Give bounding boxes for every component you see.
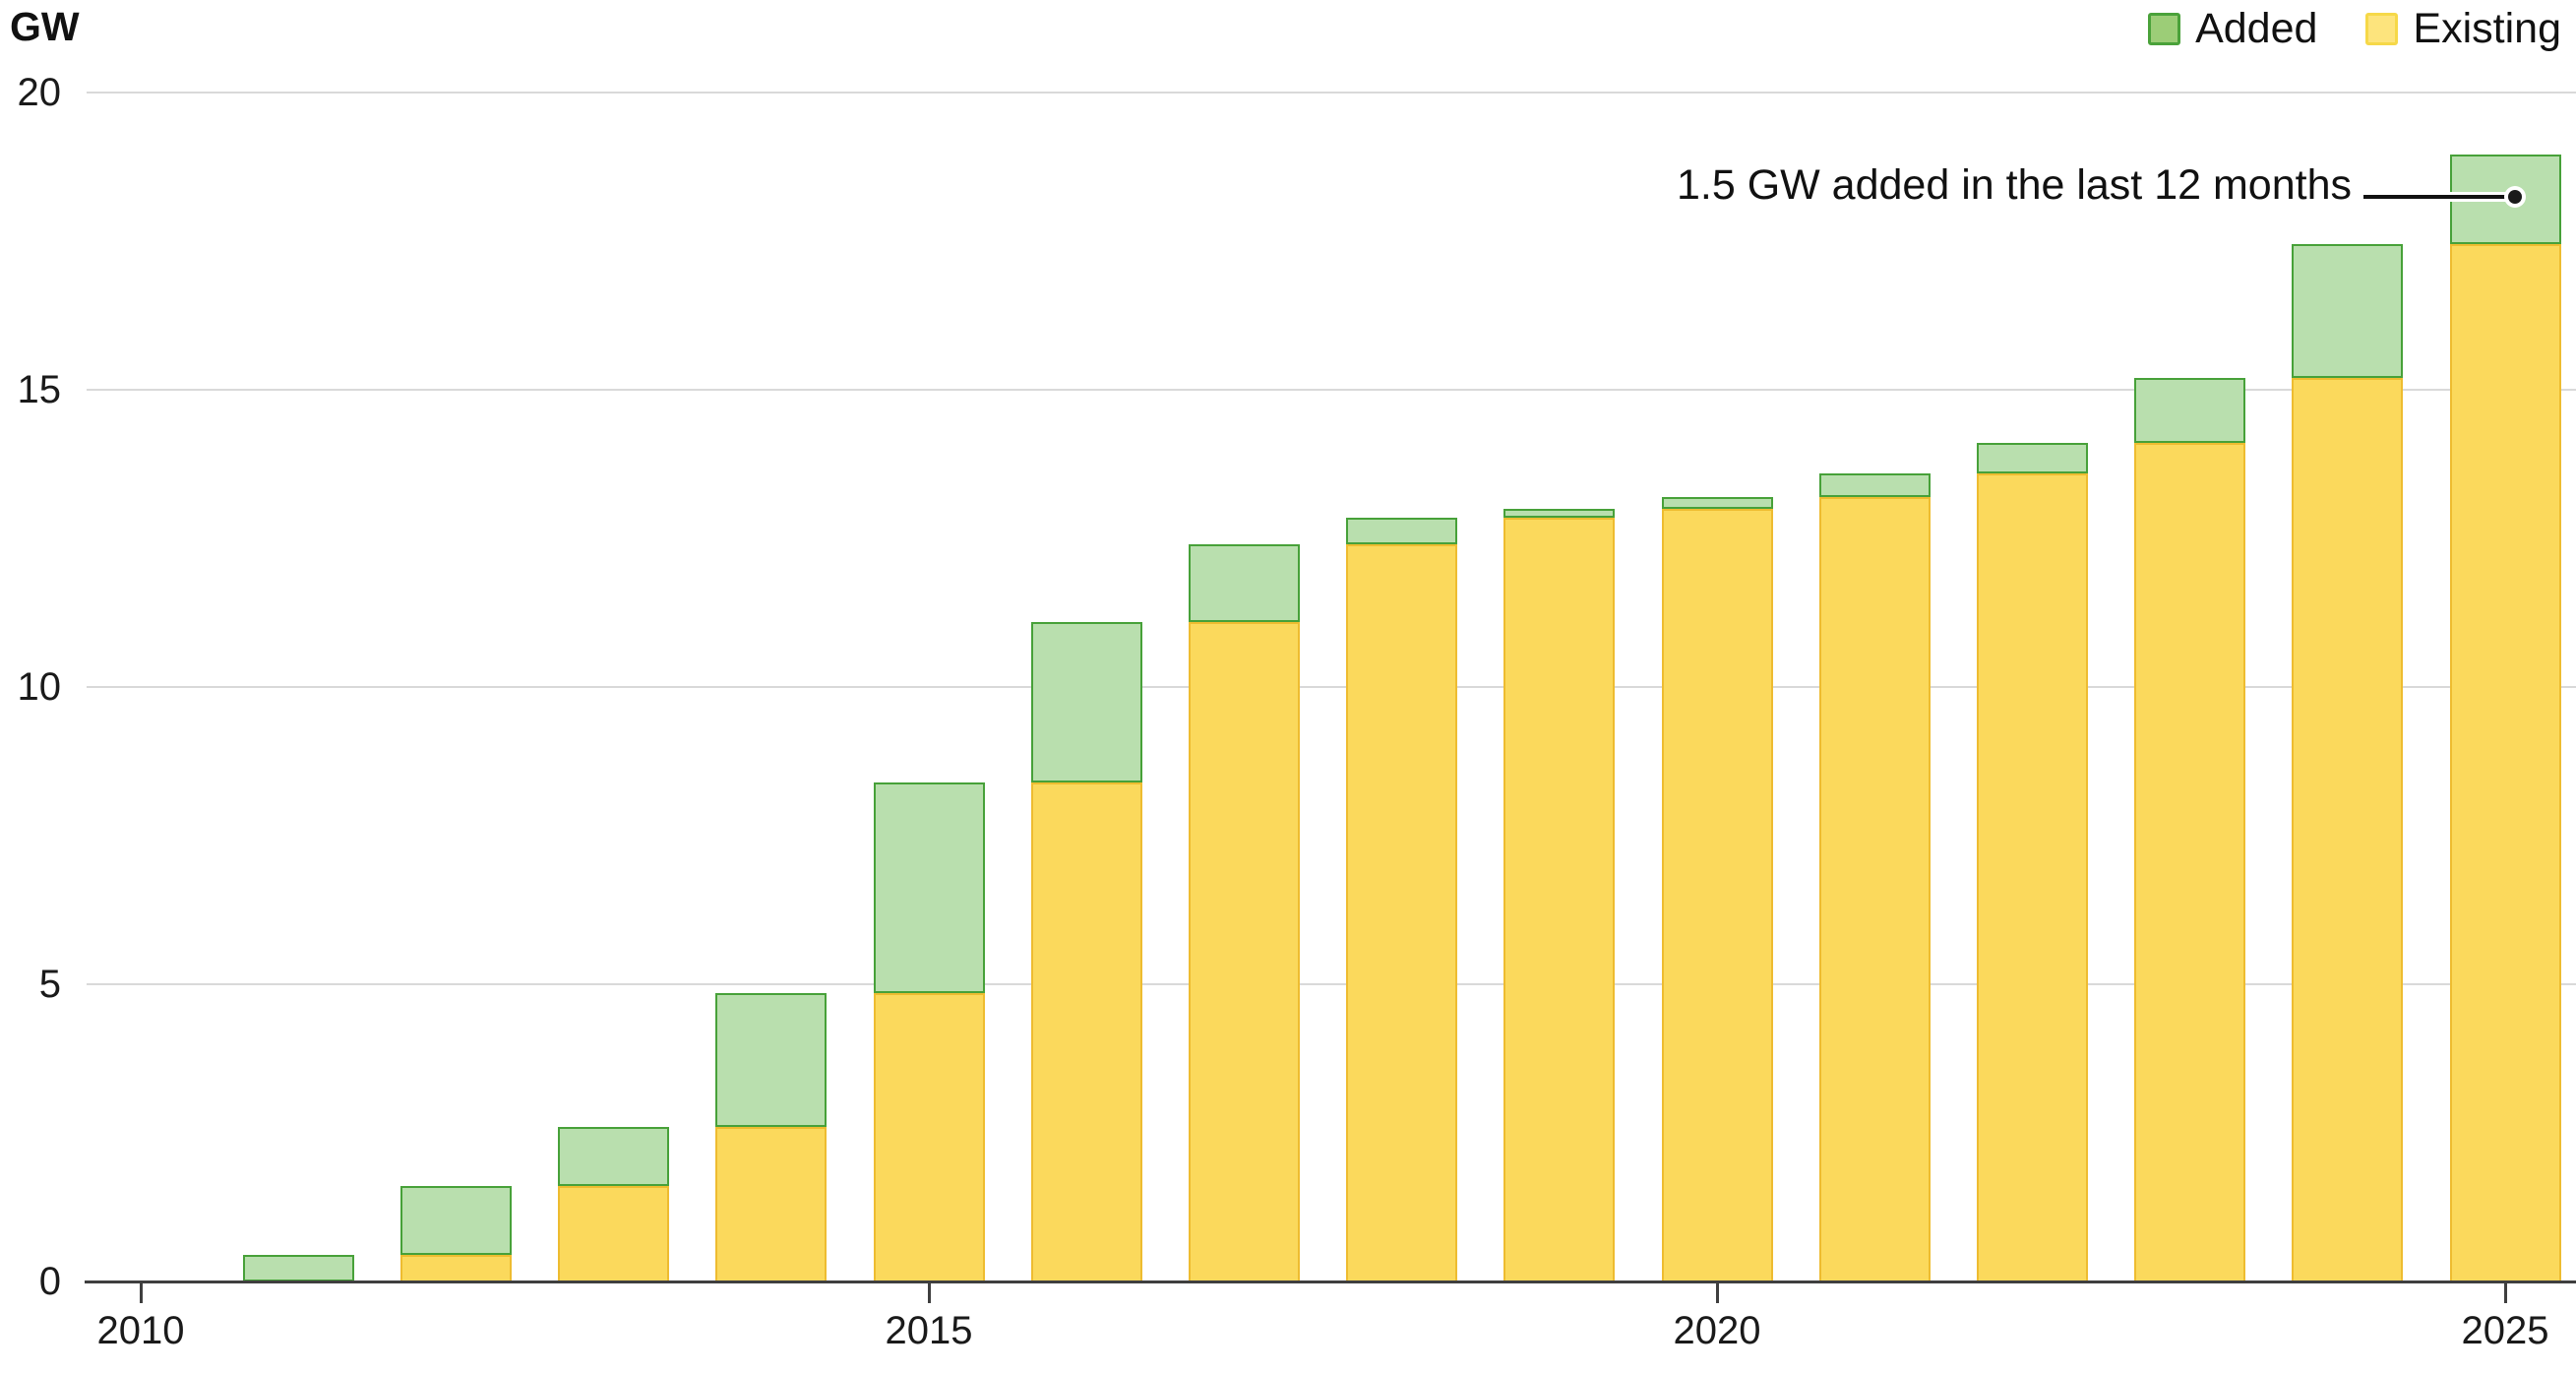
y-axis-tick-label-20: 20 (17, 71, 62, 114)
legend-item-existing[interactable]: Existing (2365, 8, 2561, 50)
bar-2023-added[interactable] (2134, 378, 2246, 444)
bar-2020-existing[interactable] (1661, 508, 1773, 1281)
y-axis-tick-label-10: 10 (17, 665, 62, 709)
bar-2017-existing[interactable] (1188, 621, 1300, 1281)
y-axis-unit-label: GW (10, 4, 80, 49)
x-axis-tick-label-2010: 2010 (96, 1309, 185, 1352)
bar-2012-added[interactable] (399, 1186, 512, 1255)
bar-2014-added[interactable] (715, 993, 828, 1127)
gridline-5 (87, 983, 2576, 985)
annotation-dot-inner (2508, 190, 2522, 204)
legend-label-existing: Existing (2413, 5, 2561, 52)
bar-2019-existing[interactable] (1503, 517, 1616, 1281)
y-axis-tick-label-15: 15 (17, 368, 62, 411)
legend-label-added: Added (2195, 5, 2318, 52)
bar-2024-added[interactable] (2292, 244, 2404, 378)
bar-2024-existing[interactable] (2292, 377, 2404, 1281)
bar-2013-added[interactable] (558, 1127, 670, 1187)
x-axis-tick-2015 (927, 1281, 931, 1303)
gridline-15 (87, 389, 2576, 391)
annotation-dot (2504, 186, 2526, 208)
bar-2022-existing[interactable] (1976, 472, 2088, 1281)
bar-2016-added[interactable] (1030, 621, 1142, 782)
x-axis-tick-2025 (2503, 1281, 2507, 1303)
bar-2013-existing[interactable] (558, 1186, 670, 1281)
bar-2011-added[interactable] (242, 1254, 354, 1281)
legend-item-added[interactable]: Added (2148, 8, 2317, 50)
bar-2015-added[interactable] (873, 781, 985, 994)
existing-series-swatch-icon (2365, 13, 2399, 45)
bar-2012-existing[interactable] (399, 1254, 512, 1281)
bar-2025-existing[interactable] (2449, 244, 2561, 1281)
gridline-10 (87, 686, 2576, 688)
gridline-20 (87, 92, 2576, 94)
annotation-text: 1.5 GW added in the last 12 months (1676, 161, 2352, 209)
bar-2015-existing[interactable] (873, 993, 985, 1281)
bar-2021-added[interactable] (1818, 472, 1931, 497)
x-axis-tick-label-2015: 2015 (885, 1309, 973, 1352)
bar-2023-existing[interactable] (2134, 443, 2246, 1281)
bar-2018-existing[interactable] (1346, 544, 1458, 1281)
x-axis-tick-2010 (139, 1281, 143, 1303)
y-axis-tick-label-5: 5 (38, 963, 61, 1006)
y-axis-tick-label-0: 0 (38, 1260, 61, 1303)
x-axis-tick-label-2025: 2025 (2461, 1309, 2549, 1352)
bar-2019-added[interactable] (1503, 508, 1616, 518)
added-series-swatch-icon (2148, 13, 2181, 45)
bar-2021-existing[interactable] (1818, 496, 1931, 1281)
bar-2018-added[interactable] (1346, 517, 1458, 544)
x-axis-tick-2020 (1715, 1281, 1719, 1303)
x-axis-line (85, 1280, 2576, 1283)
bar-2022-added[interactable] (1976, 443, 2088, 473)
bar-2017-added[interactable] (1188, 544, 1300, 622)
bar-2020-added[interactable] (1661, 496, 1773, 509)
bar-2014-existing[interactable] (715, 1127, 828, 1281)
x-axis-tick-label-2020: 2020 (1673, 1309, 1761, 1352)
legend: Added Existing (2148, 8, 2561, 50)
annotation-leader-line (2363, 195, 2515, 199)
bar-2016-existing[interactable] (1030, 781, 1142, 1281)
